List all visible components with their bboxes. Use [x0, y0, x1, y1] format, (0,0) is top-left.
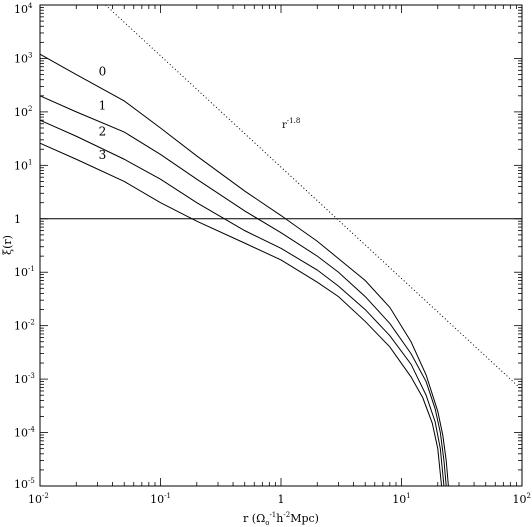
y-tick-label-exponent: 2 — [28, 105, 32, 113]
x-axis-title-exp1: -1 — [269, 511, 276, 519]
y-tick-label: 102 — [14, 105, 32, 119]
x-tick-label-mantissa: 10 — [392, 493, 406, 506]
x-tick-label: 10-2 — [28, 492, 49, 506]
x-tick-label-exponent: -2 — [42, 492, 49, 500]
y-tick-label: 101 — [14, 158, 32, 172]
series-curve-0 — [39, 53, 449, 487]
y-tick-label: 10-5 — [14, 477, 35, 491]
y-tick-label: 10-3 — [14, 372, 35, 386]
x-axis-title-r: r (Ω — [243, 512, 265, 525]
x-tick-label-mantissa: 10 — [28, 493, 42, 506]
y-tick-label-exponent: -4 — [28, 426, 35, 434]
y-tick-label-exponent: 3 — [28, 51, 32, 59]
plot-frame — [39, 4, 523, 487]
y-tick-label-mantissa: 10 — [14, 106, 28, 119]
x-axis-title-exp2: -2 — [283, 511, 290, 519]
y-tick-label-exponent: -5 — [28, 477, 35, 485]
x-tick-label-exponent: 1 — [406, 492, 410, 500]
x-tick-label-exponent: -1 — [164, 492, 171, 500]
x-tick-label: 101 — [392, 492, 410, 506]
y-tick-label-mantissa: 10 — [14, 373, 28, 386]
series-curves — [39, 53, 449, 487]
y-tick-label-mantissa: 10 — [14, 266, 28, 279]
y-tick-label-mantissa: 1 — [14, 213, 21, 226]
y-tick-label-exponent: -3 — [28, 372, 35, 380]
y-tick-label: 103 — [14, 51, 32, 65]
x-axis-title: r (Ωo-1h-2Mpc) — [243, 511, 319, 527]
y-tick-label: 10-2 — [14, 319, 35, 333]
y-tick-label-mantissa: 10 — [14, 427, 28, 440]
series-curve-3 — [39, 142, 443, 487]
x-axis-title-mpc: Mpc) — [290, 512, 319, 525]
power-law-label-exponent: -1.8 — [287, 117, 301, 125]
curve-label-1: 1 — [99, 99, 107, 113]
curve-label-3: 3 — [99, 148, 107, 162]
y-tick-label: 1 — [14, 213, 21, 226]
power-law-line — [105, 4, 523, 391]
x-tick-label-mantissa: 1 — [278, 493, 285, 506]
power-law-label: r-1.8 — [282, 117, 300, 131]
y-tick-label: 104 — [14, 2, 33, 16]
tick-labels: 10-2 10-1 1 101 10210-510-410-310-210-111011… — [14, 2, 531, 506]
x-tick-label-mantissa: 10 — [513, 493, 527, 506]
y-tick-label-exponent: -2 — [28, 319, 35, 327]
x-tick-label-mantissa: 10 — [150, 493, 164, 506]
x-tick-label: 102 — [513, 492, 531, 506]
series-curve-2 — [39, 119, 445, 487]
curve-label-0: 0 — [99, 64, 107, 78]
y-axis-title: ξ(r) — [1, 235, 14, 255]
y-tick-label-exponent: 1 — [28, 158, 32, 166]
y-tick-label-mantissa: 10 — [14, 159, 28, 172]
axis-ticks — [39, 5, 523, 487]
y-tick-label-mantissa: 10 — [14, 3, 28, 16]
y-tick-label-mantissa: 10 — [14, 52, 28, 65]
curve-label-2: 2 — [99, 125, 107, 139]
power-law-label-base: r — [282, 120, 287, 131]
y-tick-label: 10-4 — [14, 426, 35, 440]
y-tick-label-exponent: 4 — [28, 2, 33, 10]
x-axis-title-h: h — [276, 512, 283, 525]
y-tick-label-exponent: -1 — [28, 265, 35, 273]
y-tick-label: 10-1 — [14, 265, 35, 279]
x-tick-label-exponent: 2 — [527, 492, 531, 500]
x-tick-label: 1 — [278, 493, 285, 506]
x-axis-title-sub0: o — [265, 519, 269, 527]
curve-labels: 0 1 2 3 — [99, 64, 107, 162]
y-tick-label-mantissa: 10 — [14, 320, 28, 333]
x-tick-label: 10-1 — [150, 492, 171, 506]
series-curve-1 — [39, 95, 447, 487]
y-tick-label-mantissa: 10 — [14, 478, 28, 491]
